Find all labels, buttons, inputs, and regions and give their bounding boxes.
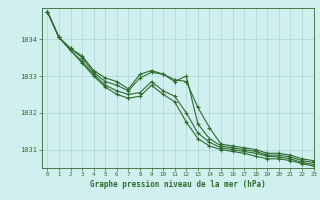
X-axis label: Graphe pression niveau de la mer (hPa): Graphe pression niveau de la mer (hPa)	[90, 180, 266, 189]
